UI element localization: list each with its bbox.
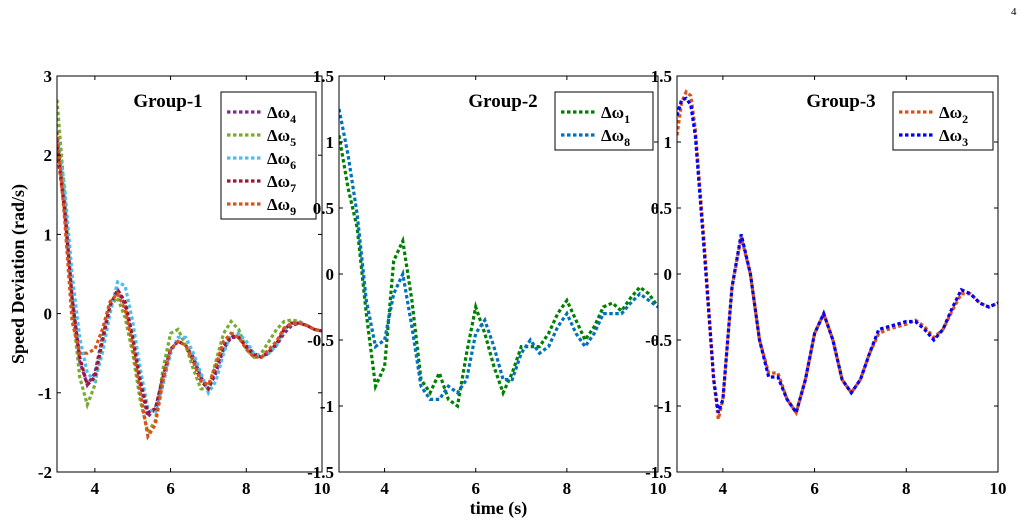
legend-entry-subscript: 7: [290, 181, 296, 195]
x-tick-label: 4: [719, 479, 728, 498]
chart-title: Group-1: [133, 91, 202, 112]
series-line-Δω9: [57, 131, 322, 441]
y-tick-label: 3: [44, 67, 53, 86]
y-tick-label: -0.5: [307, 331, 334, 350]
x-tick-label: 6: [810, 479, 819, 498]
axes-box: [56, 75, 323, 473]
legend-entry-name: Δω: [939, 126, 962, 145]
x-tick-label: 10: [650, 479, 667, 498]
x-tick-label: 4: [380, 479, 389, 498]
x-tick-label: 4: [91, 479, 100, 498]
legend-entry-name: Δω: [267, 195, 290, 214]
legend-entry-subscript: 8: [624, 135, 630, 149]
legend-entry-subscript: 1: [624, 112, 630, 126]
chart-1: 4 6 8 10 -2 -1 0 1 2 3 Group-1 Speed Deviation (rad…: [8, 67, 331, 498]
legend-box: [892, 91, 994, 151]
legend-entry-name: Δω: [601, 103, 624, 122]
legend-entry-subscript: 2: [962, 112, 968, 126]
legend-entry: Δω9: [267, 195, 296, 218]
legend-entry-name: Δω: [601, 126, 624, 145]
chart-title: Group-2: [468, 91, 537, 112]
y-tick-label: -1: [320, 397, 334, 416]
y-tick-label: 1: [664, 133, 673, 152]
x-tick-label: 8: [563, 479, 572, 498]
legend-entry-name: Δω: [267, 126, 290, 145]
x-axis-label: time (s): [470, 498, 527, 519]
x-tick-label: 6: [471, 479, 480, 498]
legend-entry-subscript: 5: [290, 135, 296, 149]
y-tick-label: -1: [658, 397, 672, 416]
series-line-Δω5: [57, 99, 322, 437]
legend-entry-name: Δω: [267, 172, 290, 191]
y-tick-label: 1.5: [651, 67, 672, 86]
legend-entry: Δω1: [601, 103, 630, 126]
y-tick-label: 0.5: [651, 199, 672, 218]
series-line-Δω1: [339, 135, 658, 409]
legend-box: [554, 91, 654, 151]
page-number: 4: [1011, 6, 1017, 18]
legend-entry: Δω6: [267, 149, 296, 172]
y-tick-label: -1.5: [645, 463, 672, 482]
chart-title: Group-3: [806, 91, 875, 112]
legend-entry: Δω5: [267, 126, 296, 149]
y-axis-label: Speed Deviation (rad/s): [8, 184, 29, 364]
y-tick-label: 0: [326, 265, 335, 284]
series-line-Δω6: [57, 131, 322, 415]
y-tick-label: 0: [664, 265, 673, 284]
y-tick-label: 0.5: [313, 199, 334, 218]
legend-entry-subscript: 9: [290, 204, 296, 218]
series-line-Δω3: [677, 96, 998, 417]
x-tick-label: 8: [242, 479, 251, 498]
legend-entry-subscript: 6: [290, 158, 296, 172]
legend-entry: Δω2: [939, 103, 968, 126]
y-tick-label: 0: [44, 305, 53, 324]
y-tick-label: 1: [44, 225, 53, 244]
legend-entry-subscript: 3: [962, 135, 968, 149]
x-tick-label: 10: [990, 479, 1007, 498]
x-tick-label: 10: [314, 479, 331, 498]
y-tick-label: -0.5: [645, 331, 672, 350]
legend-entry-name: Δω: [267, 149, 290, 168]
y-tick-label: 1.5: [313, 67, 334, 86]
legend-entry-name: Δω: [267, 103, 290, 122]
series-line-Δω8: [339, 108, 658, 401]
legend-entry: Δω7: [267, 172, 296, 195]
legend-entry-name: Δω: [939, 103, 962, 122]
legend-entry-subscript: 4: [290, 112, 296, 126]
legend-box: [220, 91, 317, 220]
y-tick-label: -2: [38, 463, 52, 482]
legend-entry: Δω3: [939, 126, 968, 149]
legend-entry: Δω4: [267, 103, 296, 126]
y-tick-label: -1: [38, 384, 52, 403]
y-tick-label: 1: [326, 133, 335, 152]
y-tick-label: -1.5: [307, 463, 334, 482]
x-tick-label: 6: [166, 479, 175, 498]
legend-entry: Δω8: [601, 126, 630, 149]
y-tick-label: 2: [44, 146, 53, 165]
x-tick-label: 8: [902, 479, 911, 498]
